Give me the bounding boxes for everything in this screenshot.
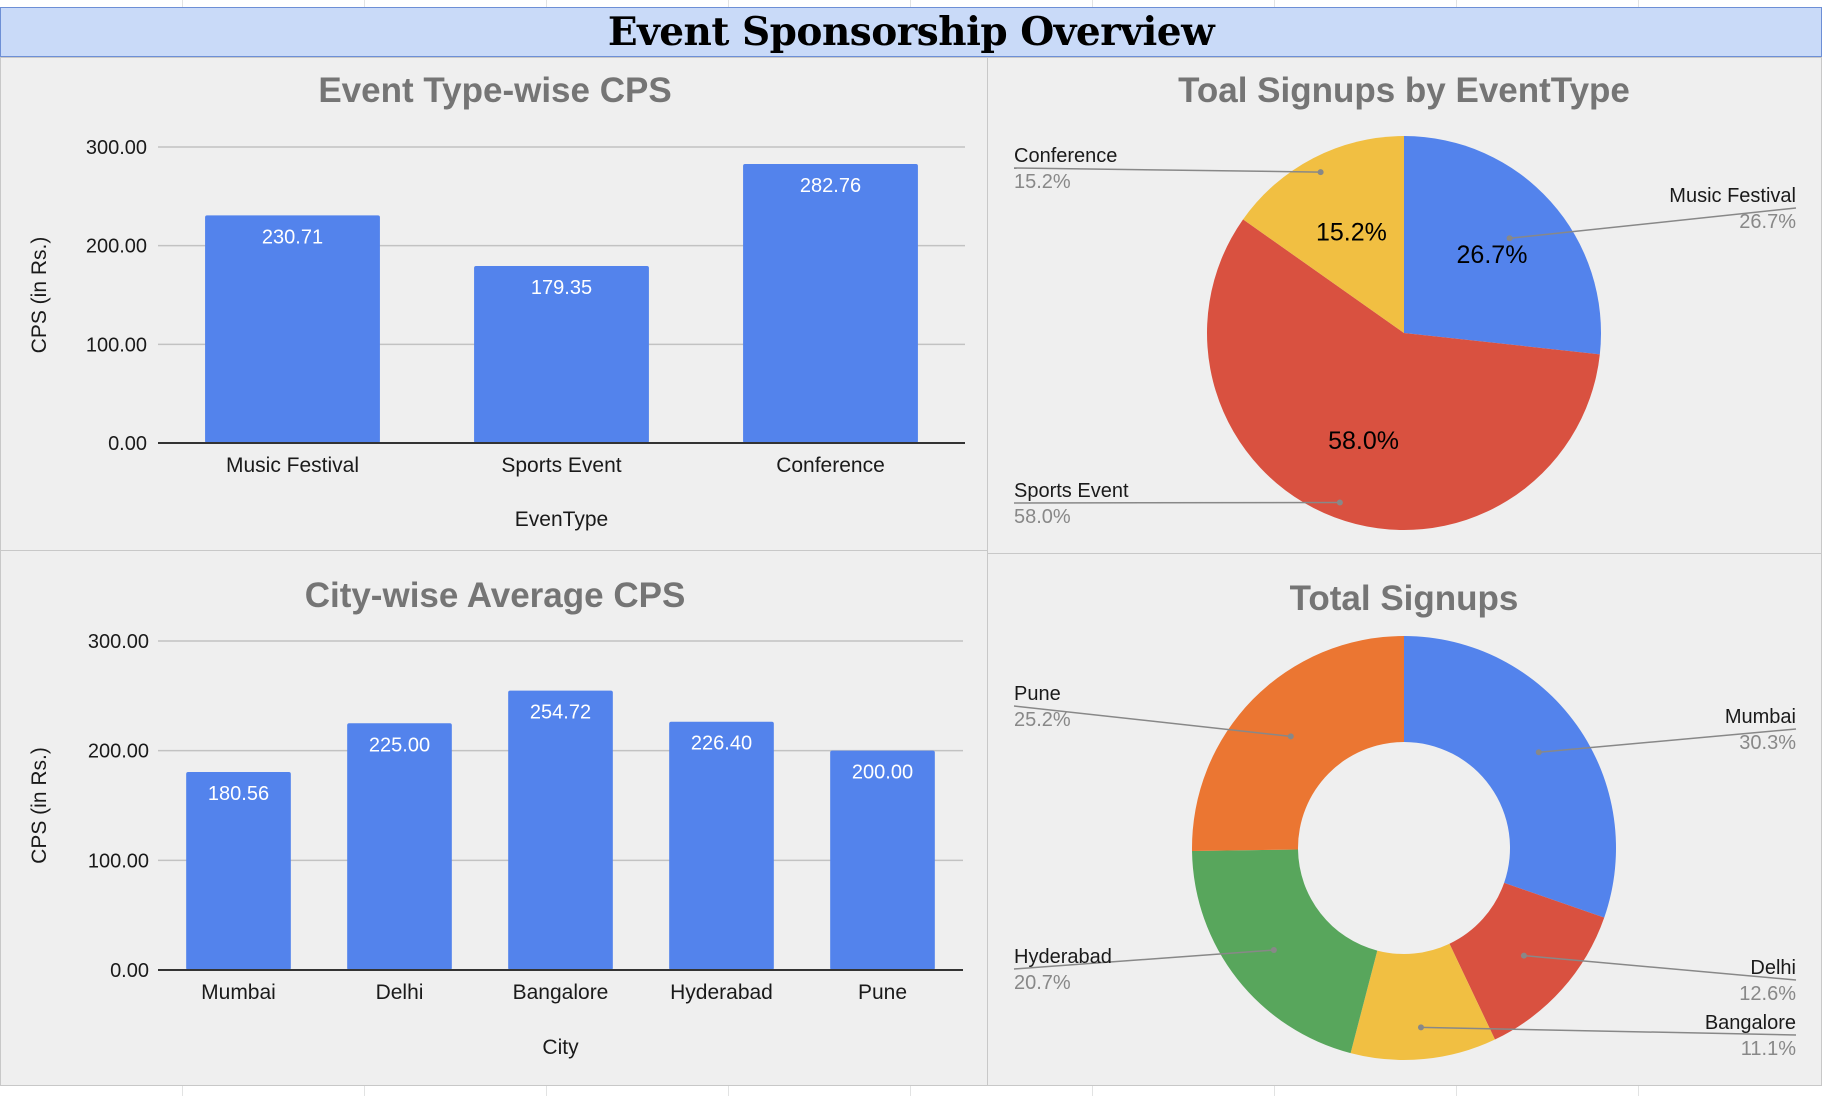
x-tick-label: Conference (776, 454, 885, 477)
signups-by-event-type-pie-chart: Toal Signups by EventType 26.7% Music Fest… (988, 58, 1822, 555)
chart-title: Event Type-wise CPS (318, 71, 671, 110)
x-tick-label: Bangalore (513, 981, 609, 1004)
y-axis-title: CPS (in Rs.) (28, 237, 51, 354)
callout-percent-label: 58.0% (1014, 506, 1071, 528)
event-type-cps-bar-chart: Event Type-wise CPS 0.00 100.00 200.00 300.0… (1, 58, 989, 552)
callout-dot (1288, 733, 1294, 739)
callout-percent-label: 11.1% (1741, 1038, 1796, 1060)
callout-dot (1337, 500, 1343, 506)
callout-percent-label: 12.6% (1739, 983, 1796, 1005)
bar-music-festival (205, 215, 380, 443)
x-tick-label: Music Festival (226, 454, 359, 477)
chart-panel-city-cps[interactable]: City-wise Average CPS 0.00 100.00 200.00 300… (0, 550, 988, 1086)
slice-percent-label: 58.0% (1328, 427, 1399, 455)
slice-pune (1192, 636, 1404, 851)
y-tick-label: 0.00 (110, 960, 149, 982)
chart-title: City-wise Average CPS (305, 576, 686, 615)
chart-panel-total-signups[interactable]: Total Signups Mumbai 30.3% Delhi 12.6% Bangal… (987, 553, 1822, 1086)
slice-hyderabad (1192, 850, 1377, 1054)
chart-title: Total Signups (1290, 579, 1519, 618)
callout-dot (1418, 1024, 1424, 1030)
x-tick-label: Sports Event (501, 454, 621, 477)
data-label: 200.00 (852, 762, 913, 784)
x-tick-label: Hyderabad (670, 981, 773, 1004)
data-label: 225.00 (369, 734, 430, 756)
y-tick-label: 300.00 (86, 137, 147, 159)
data-label: 230.71 (262, 226, 323, 248)
callout-category-label: Delhi (1750, 957, 1796, 979)
y-axis-title: CPS (in Rs.) (28, 747, 51, 864)
total-signups-donut-chart: Total Signups Mumbai 30.3% Delhi 12.6% Bangal… (988, 554, 1822, 1087)
chart-panel-event-type-cps[interactable]: Event Type-wise CPS 0.00 100.00 200.00 300.0… (0, 57, 988, 551)
slice-percent-label: 15.2% (1316, 219, 1387, 247)
data-label: 180.56 (208, 783, 269, 805)
y-tick-label: 200.00 (86, 236, 147, 258)
x-axis-title: City (542, 1036, 579, 1059)
callout-dot (1521, 953, 1527, 959)
callout-category-label: Music Festival (1669, 185, 1796, 207)
data-label: 226.40 (691, 733, 752, 755)
x-tick-label: Mumbai (201, 981, 276, 1004)
callout-percent-label: 20.7% (1014, 972, 1071, 994)
data-label: 282.76 (800, 175, 861, 197)
callout-percent-label: 30.3% (1739, 732, 1796, 754)
slice-percent-label: 26.7% (1457, 241, 1528, 269)
dashboard-title-banner: Event Sponsorship Overview (0, 7, 1822, 57)
x-tick-label: Delhi (376, 981, 424, 1004)
callout-percent-label: 26.7% (1739, 211, 1796, 233)
y-tick-label: 100.00 (88, 850, 149, 872)
bar-conference (743, 164, 918, 443)
callout-category-label: Hyderabad (1014, 946, 1112, 968)
data-label: 254.72 (530, 702, 591, 724)
callout-category-label: Pune (1014, 683, 1061, 705)
bar-delhi (347, 723, 452, 970)
callout-percent-label: 15.2% (1014, 171, 1071, 193)
callout-category-label: Sports Event (1014, 480, 1129, 502)
callout-category-label: Bangalore (1705, 1012, 1796, 1034)
y-tick-label: 100.00 (86, 334, 147, 356)
callout-dot (1536, 749, 1542, 755)
x-tick-label: Pune (858, 981, 907, 1004)
callout-dot (1318, 169, 1324, 175)
bar-bangalore (508, 691, 613, 970)
data-label: 179.35 (531, 277, 592, 299)
dashboard-title: Event Sponsorship Overview (608, 9, 1214, 55)
city-average-cps-bar-chart: City-wise Average CPS 0.00 100.00 200.00 300… (1, 551, 989, 1087)
slice-mumbai (1404, 636, 1616, 918)
chart-title: Toal Signups by EventType (1178, 71, 1630, 110)
callout-dot (1271, 947, 1277, 953)
callout-category-label: Mumbai (1725, 706, 1796, 728)
bar-hyderabad (669, 722, 774, 970)
chart-panel-signups-by-event-type[interactable]: Toal Signups by EventType 26.7% Music Fest… (987, 57, 1822, 554)
x-axis-title: EvenType (515, 508, 608, 531)
y-tick-label: 0.00 (108, 433, 147, 455)
callout-dot (1507, 235, 1513, 241)
y-tick-label: 300.00 (88, 631, 149, 653)
callout-percent-label: 25.2% (1014, 709, 1071, 731)
y-tick-label: 200.00 (88, 741, 149, 763)
callout-category-label: Conference (1014, 145, 1117, 167)
